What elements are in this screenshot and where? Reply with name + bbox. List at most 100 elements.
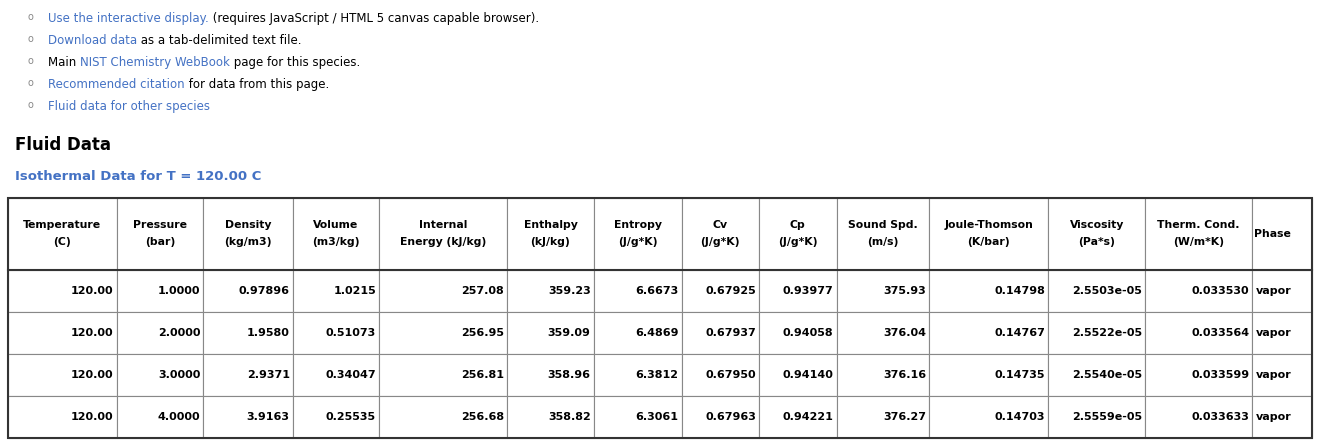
Bar xyxy=(203,198,293,270)
Bar xyxy=(507,270,594,312)
Text: 358.96: 358.96 xyxy=(548,370,590,380)
Text: (kJ/kg): (kJ/kg) xyxy=(531,237,570,247)
Text: Fluid data for other species: Fluid data for other species xyxy=(48,100,210,113)
Bar xyxy=(837,198,929,270)
Text: (J/g*K): (J/g*K) xyxy=(701,237,741,247)
Bar xyxy=(594,396,681,438)
Bar xyxy=(1253,270,1312,312)
Text: Download data: Download data xyxy=(48,34,137,47)
Text: 0.033633: 0.033633 xyxy=(1192,412,1250,422)
Text: 256.81: 256.81 xyxy=(461,370,504,380)
Bar xyxy=(203,354,293,396)
Text: vapor: vapor xyxy=(1255,370,1291,380)
Text: (kg/m3): (kg/m3) xyxy=(224,237,272,247)
Bar xyxy=(759,198,837,270)
Bar xyxy=(1144,396,1253,438)
Bar xyxy=(116,312,203,354)
Text: Therm. Cond.: Therm. Cond. xyxy=(1158,220,1239,230)
Bar xyxy=(293,354,379,396)
Text: Viscosity: Viscosity xyxy=(1069,220,1123,230)
Bar xyxy=(1144,312,1253,354)
Bar xyxy=(929,270,1048,312)
Text: Use the interactive display.: Use the interactive display. xyxy=(48,12,209,25)
Bar xyxy=(203,270,293,312)
Text: 0.14735: 0.14735 xyxy=(995,370,1045,380)
Text: Energy (kJ/kg): Energy (kJ/kg) xyxy=(400,237,486,247)
Text: 0.67963: 0.67963 xyxy=(705,412,756,422)
Bar xyxy=(507,396,594,438)
Text: o: o xyxy=(28,12,33,22)
Bar xyxy=(1253,312,1312,354)
Text: 0.67925: 0.67925 xyxy=(705,286,756,296)
Bar xyxy=(594,312,681,354)
Text: Temperature: Temperature xyxy=(24,220,102,230)
Text: 0.51073: 0.51073 xyxy=(326,328,376,338)
Bar xyxy=(759,270,837,312)
Text: 0.94140: 0.94140 xyxy=(783,370,834,380)
Text: Joule-Thomson: Joule-Thomson xyxy=(944,220,1034,230)
Text: Main: Main xyxy=(48,56,81,69)
Bar xyxy=(681,198,759,270)
Text: 4.0000: 4.0000 xyxy=(157,412,201,422)
Text: 2.5559e-05: 2.5559e-05 xyxy=(1072,412,1142,422)
Text: 375.93: 375.93 xyxy=(883,286,927,296)
Bar xyxy=(1048,270,1144,312)
Bar xyxy=(1253,354,1312,396)
Bar xyxy=(1048,396,1144,438)
Text: Fluid Data: Fluid Data xyxy=(15,136,111,154)
Text: 0.93977: 0.93977 xyxy=(783,286,834,296)
Bar xyxy=(8,270,116,312)
Text: 358.82: 358.82 xyxy=(548,412,590,422)
Text: vapor: vapor xyxy=(1255,412,1291,422)
Text: 376.04: 376.04 xyxy=(883,328,927,338)
Text: o: o xyxy=(28,56,33,66)
Text: 6.3061: 6.3061 xyxy=(636,412,678,422)
Bar xyxy=(379,270,507,312)
Bar xyxy=(929,396,1048,438)
Text: Density: Density xyxy=(224,220,271,230)
Text: Pressure: Pressure xyxy=(133,220,187,230)
Bar xyxy=(507,354,594,396)
Bar xyxy=(1144,270,1253,312)
Text: 0.14767: 0.14767 xyxy=(994,328,1045,338)
Text: Sound Spd.: Sound Spd. xyxy=(847,220,917,230)
Text: (K/bar): (K/bar) xyxy=(968,237,1010,247)
Bar xyxy=(507,312,594,354)
Text: 2.5503e-05: 2.5503e-05 xyxy=(1072,286,1142,296)
Bar xyxy=(837,270,929,312)
Bar xyxy=(116,270,203,312)
Bar xyxy=(594,270,681,312)
Text: Enthalpy: Enthalpy xyxy=(524,220,577,230)
Text: (J/g*K): (J/g*K) xyxy=(777,237,817,247)
Text: 376.16: 376.16 xyxy=(883,370,927,380)
Bar xyxy=(116,198,203,270)
Text: (bar): (bar) xyxy=(145,237,176,247)
Text: 0.14703: 0.14703 xyxy=(995,412,1045,422)
Text: 359.23: 359.23 xyxy=(548,286,590,296)
Text: 0.67950: 0.67950 xyxy=(705,370,756,380)
Text: o: o xyxy=(28,78,33,88)
Text: 0.34047: 0.34047 xyxy=(326,370,376,380)
Bar xyxy=(1048,312,1144,354)
Text: (m3/kg): (m3/kg) xyxy=(312,237,359,247)
Text: for data from this page.: for data from this page. xyxy=(185,78,329,91)
Text: Isothermal Data for T = 120.00 C: Isothermal Data for T = 120.00 C xyxy=(15,170,261,183)
Bar xyxy=(837,312,929,354)
Text: o: o xyxy=(28,100,33,110)
Text: 376.27: 376.27 xyxy=(883,412,927,422)
Text: Recommended citation: Recommended citation xyxy=(48,78,185,91)
Text: 120.00: 120.00 xyxy=(71,328,114,338)
Text: NIST Chemistry WebBook: NIST Chemistry WebBook xyxy=(81,56,230,69)
Bar xyxy=(379,198,507,270)
Bar xyxy=(8,396,116,438)
Bar xyxy=(8,198,1312,438)
Text: (C): (C) xyxy=(54,237,71,247)
Text: 3.9163: 3.9163 xyxy=(247,412,289,422)
Text: 0.033564: 0.033564 xyxy=(1191,328,1250,338)
Text: 1.0000: 1.0000 xyxy=(157,286,201,296)
Text: 3.0000: 3.0000 xyxy=(158,370,201,380)
Bar xyxy=(1048,198,1144,270)
Text: 120.00: 120.00 xyxy=(71,370,114,380)
Text: Cv: Cv xyxy=(713,220,727,230)
Text: as a tab-delimited text file.: as a tab-delimited text file. xyxy=(137,34,302,47)
